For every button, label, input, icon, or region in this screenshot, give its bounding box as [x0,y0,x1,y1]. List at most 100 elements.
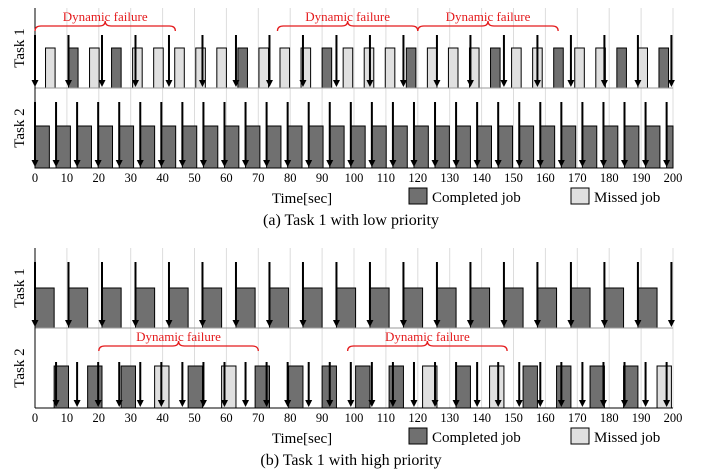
job-bar-completed [436,287,457,329]
job-bar-completed [288,365,304,409]
job-bar-missed [279,47,291,89]
arrival-arrowhead [198,320,206,327]
arrival-arrowhead [157,400,165,407]
x-tick-label: 40 [156,171,169,185]
arrival-arrowhead [399,320,407,327]
arrival-arrowhead [94,400,102,407]
x-tick-label: 70 [252,171,265,185]
job-bar-missed [574,47,585,89]
arrival-arrowhead [305,160,313,167]
arrival-arrowhead [667,320,675,327]
panel-caption: (a) Task 1 with low priority [263,212,439,229]
job-bar-completed [355,365,371,409]
arrival-arrowhead [198,80,206,87]
arrival-arrowhead [98,320,106,327]
arrival-arrowhead [178,400,186,407]
arrival-arrowhead [557,160,565,167]
x-tick-label: 130 [440,411,459,425]
arrival-arrowhead [433,320,441,327]
failure-brace [417,20,559,32]
task-label: Task 1 [12,28,28,67]
job-bar-missed [384,47,396,89]
failure-brace [34,20,177,32]
arrival-arrowhead [567,80,575,87]
arrival-arrowhead [332,80,340,87]
arrival-arrowhead [389,160,397,167]
arrival-arrowhead [452,160,460,167]
x-tick-label: 10 [61,411,74,425]
arrival-arrowhead [52,160,60,167]
arrival-arrowhead [578,400,586,407]
arrival-arrowhead [73,160,81,167]
arrival-arrowhead [178,160,186,167]
job-bar-completed [134,287,156,329]
x-tick-label: 60 [220,171,233,185]
arrival-arrowhead [410,400,418,407]
legend-label: Missed job [594,430,660,446]
arrival-arrowhead [115,400,123,407]
x-tick-label: 140 [472,171,491,185]
x-tick-label: 60 [220,411,233,425]
x-tick-label: 140 [472,411,491,425]
arrival-arrowhead [220,160,228,167]
legend-swatch [570,187,590,205]
task-label: Task 2 [12,108,28,147]
x-tick-label: 80 [284,411,297,425]
failure-label: Dynamic failure [305,9,390,24]
job-bar-completed [536,287,558,329]
job-bar-missed [45,47,56,89]
arrival-arrowhead [299,320,307,327]
job-bar-completed [34,287,55,329]
x-tick-label: 200 [664,411,683,425]
arrival-arrowhead [98,80,106,87]
arrival-arrowhead [515,160,523,167]
arrival-arrowhead [634,80,642,87]
arrival-arrowhead [557,400,565,407]
arrival-arrowhead [199,160,207,167]
x-tick-label: 20 [93,171,106,185]
arrival-arrowhead [389,400,397,407]
x-tick-label: 190 [632,171,651,185]
arrival-arrowhead [667,80,675,87]
job-bar-missed [511,47,522,89]
arrival-arrowhead [533,320,541,327]
failure-brace [276,20,419,32]
x-tick-label: 170 [568,411,587,425]
arrival-arrowhead [284,400,292,407]
arrival-arrowhead [642,160,650,167]
x-tick-label: 0 [32,411,38,425]
arrival-arrowhead [368,400,376,407]
x-tick-label: 180 [600,171,619,185]
arrival-arrowhead [410,160,418,167]
x-tick-label: 160 [536,411,555,425]
x-tick-label: 50 [188,171,201,185]
arrival-arrowhead [115,160,123,167]
job-bar-completed [469,287,491,329]
arrival-arrowhead [232,320,240,327]
x-tick-label: 120 [408,171,427,185]
job-bar-missed [342,47,354,89]
arrival-arrowhead [220,400,228,407]
x-tick-label: 180 [600,411,619,425]
arrival-arrowhead [533,80,541,87]
arrival-arrowhead [136,160,144,167]
arrival-arrowhead [536,400,544,407]
job-bar-completed [268,287,290,329]
job-bar-completed [405,47,417,89]
x-tick-label: 30 [124,411,137,425]
arrival-arrowhead [642,400,650,407]
job-bar-completed [616,47,627,89]
arrival-arrowhead [232,80,240,87]
arrival-arrowhead [466,320,474,327]
job-bar-completed [503,287,524,329]
job-bar-completed [658,47,670,89]
arrival-arrowhead [431,400,439,407]
job-bar-completed [553,47,564,89]
legend-swatch [408,427,428,445]
arrival-arrowhead [157,160,165,167]
legend-label: Completed job [432,430,521,446]
arrival-arrowhead [634,320,642,327]
arrival-arrowhead [621,400,629,407]
arrival-arrowhead [600,320,608,327]
x-tick-label: 100 [345,171,364,185]
